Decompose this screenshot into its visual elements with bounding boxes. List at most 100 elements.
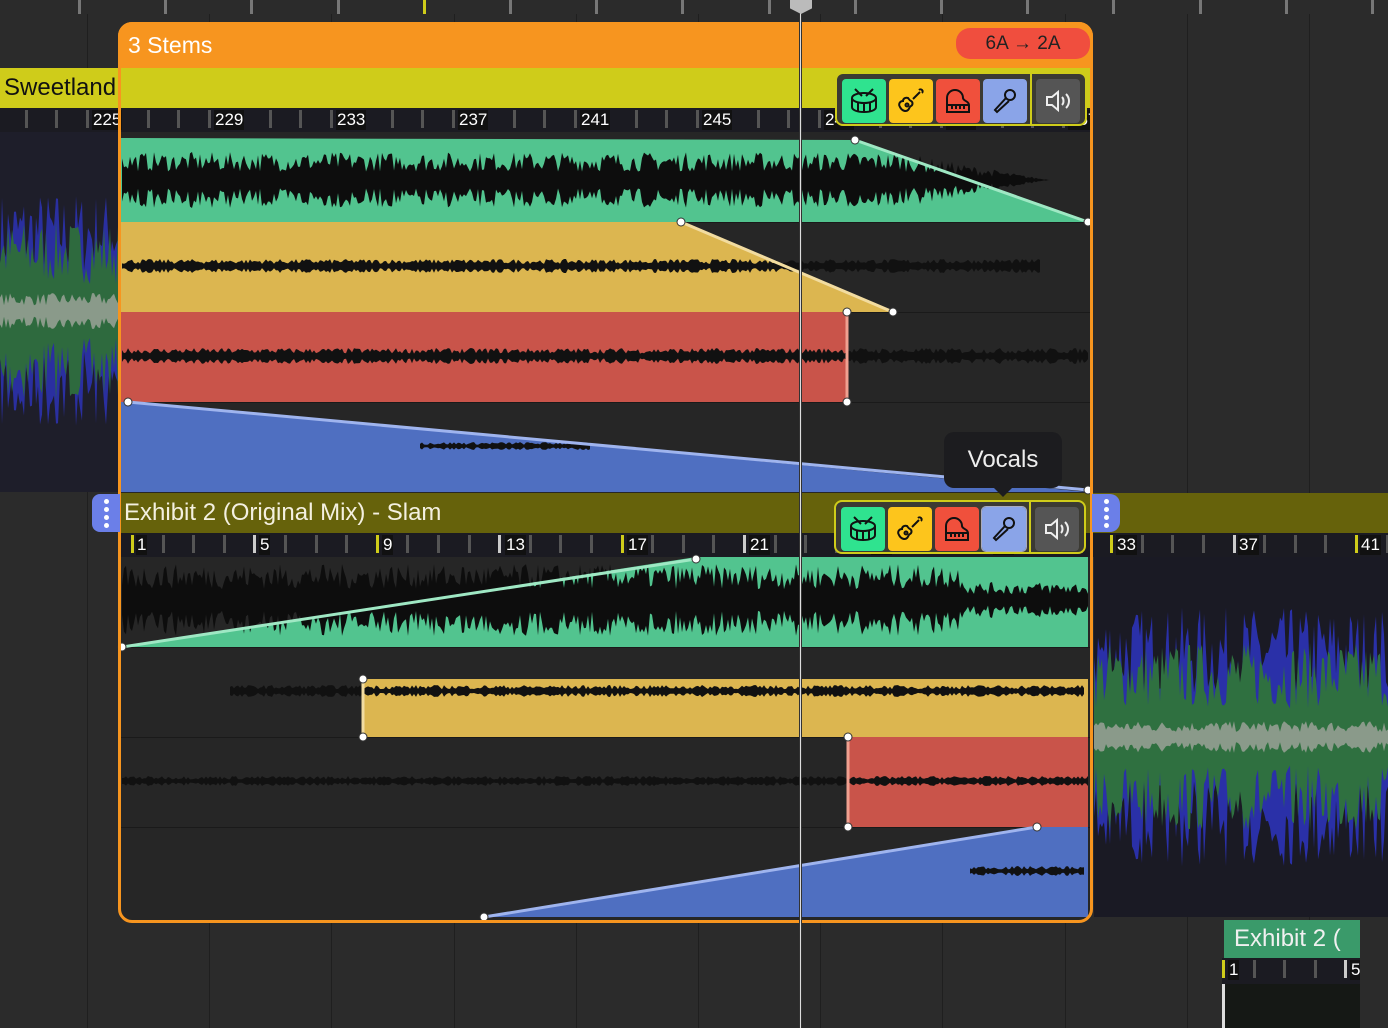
ruler-tick: [314, 535, 318, 553]
sweetland-waveform: [0, 293, 118, 329]
ruler-tick: [207, 110, 211, 128]
playhead-marker[interactable]: [790, 0, 812, 14]
ruler-tick: [743, 535, 746, 553]
ruler-tick: [1171, 535, 1175, 553]
ruler-tick: [543, 110, 546, 128]
lane-divider: [120, 737, 1090, 738]
envelope-point: [843, 732, 853, 742]
mute-button[interactable]: [1035, 507, 1079, 551]
drag-handle-right[interactable]: [1092, 494, 1120, 532]
other-stem-button[interactable]: [889, 79, 933, 123]
bass-stem-button[interactable]: [935, 507, 979, 551]
ruler-tick: [940, 0, 943, 14]
ruler-tick: [573, 110, 577, 128]
guitar-icon: [897, 516, 923, 540]
ruler-tick: [509, 0, 512, 14]
ruler-tick: [634, 110, 638, 128]
ruler-tick: [787, 110, 790, 128]
ruler-tick: [1222, 960, 1225, 978]
vocals-stem-button[interactable]: [981, 506, 1027, 552]
ruler-tick: [1371, 0, 1374, 14]
bass-stem-button[interactable]: [936, 79, 980, 123]
ruler-tick: [177, 110, 180, 128]
ruler-tick: [451, 110, 455, 128]
drag-handle-left[interactable]: [92, 494, 120, 532]
ruler-tick: [1293, 535, 1297, 553]
ruler-tick: [345, 535, 349, 553]
next-clip-header[interactable]: Exhibit 2 (: [1224, 920, 1360, 958]
bar-label: 37: [1238, 535, 1259, 555]
volume-envelope: [854, 138, 1089, 224]
envelope-point: [888, 307, 898, 317]
ruler-tick: [559, 535, 563, 553]
volume-envelope: [680, 220, 894, 314]
envelope-point: [1032, 822, 1042, 832]
playhead[interactable]: [799, 0, 802, 1028]
next-clip-ruler[interactable]: 1 5: [1222, 958, 1360, 984]
other-stem-button[interactable]: [888, 507, 932, 551]
track-header-exhibit[interactable]: Exhibit 2 (Original Mix) - Slam: [120, 493, 1388, 533]
track-title: Exhibit 2 (: [1234, 925, 1341, 952]
ruler-tick: [375, 535, 379, 553]
vocals-stem-button[interactable]: [983, 79, 1027, 123]
key-change-badge: 6A → 2A: [956, 28, 1090, 59]
tooltip: Vocals: [944, 432, 1062, 497]
piano-icon: [945, 517, 969, 541]
ruler-tick: [1263, 535, 1267, 553]
ruler-tick: [712, 535, 716, 553]
vocals-stem-waveform: [970, 866, 1084, 876]
track-title: Sweetland: [4, 74, 117, 101]
bass-stem-waveform: [122, 776, 1088, 786]
speaker-icon: [1045, 517, 1069, 541]
ruler-tick: [390, 110, 394, 128]
bar-label: 245: [702, 110, 733, 130]
ruler-tick: [1252, 960, 1256, 978]
piano-icon: [946, 89, 970, 113]
guitar-icon: [898, 88, 924, 112]
drums-stem-waveform: [122, 152, 1050, 208]
track-title: Exhibit 2 (Original Mix) - Slam: [124, 499, 442, 526]
bar-label: 233: [336, 110, 367, 130]
volume-envelope: [127, 400, 1089, 492]
ruler-tick: [1026, 0, 1030, 14]
ruler-tick: [590, 535, 593, 553]
envelope-point: [691, 554, 701, 564]
ruler-tick: [1324, 535, 1328, 553]
ruler-tick: [55, 110, 58, 128]
ruler-tick: [406, 535, 410, 553]
next-clip-body[interactable]: [1222, 984, 1360, 1028]
vocals-stem-fill: [484, 827, 1088, 917]
lane-divider: [120, 402, 1090, 403]
bar-label: 229: [214, 110, 245, 130]
other-stem-waveform: [230, 685, 1084, 697]
bar-label: 5: [1350, 960, 1360, 980]
grid-line: [87, 14, 88, 1028]
ruler-tick: [299, 110, 302, 128]
ruler-tick: [1232, 535, 1236, 553]
ruler-tick: [329, 110, 333, 128]
timeline-ruler[interactable]: [0, 0, 1388, 14]
ruler-tick: [164, 0, 168, 14]
envelope-point: [123, 397, 133, 407]
mute-button[interactable]: [1036, 79, 1080, 123]
ruler-tick: [437, 535, 440, 553]
ruler-tick: [595, 0, 599, 14]
stems-group-title: 3 Stems: [128, 32, 213, 58]
stems-group-header[interactable]: 3 Stems 6A → 2A: [118, 22, 1093, 68]
bar-label: 237: [458, 110, 489, 130]
ruler-tick: [336, 0, 340, 14]
drums-stem-button[interactable]: [842, 79, 886, 123]
stem-toolbar-bottom: [834, 500, 1086, 554]
other-stem-waveform: [122, 259, 1040, 273]
ruler-tick: [422, 0, 426, 14]
bar-label: 17: [627, 535, 648, 555]
ruler-tick: [767, 0, 771, 14]
drums-stem-button[interactable]: [841, 507, 885, 551]
ruler-tick: [817, 110, 821, 128]
envelope-point: [676, 217, 686, 227]
lane-divider: [120, 647, 1090, 648]
ruler-tick: [284, 535, 287, 553]
ruler-tick: [804, 535, 808, 553]
ruler-tick: [192, 535, 196, 553]
